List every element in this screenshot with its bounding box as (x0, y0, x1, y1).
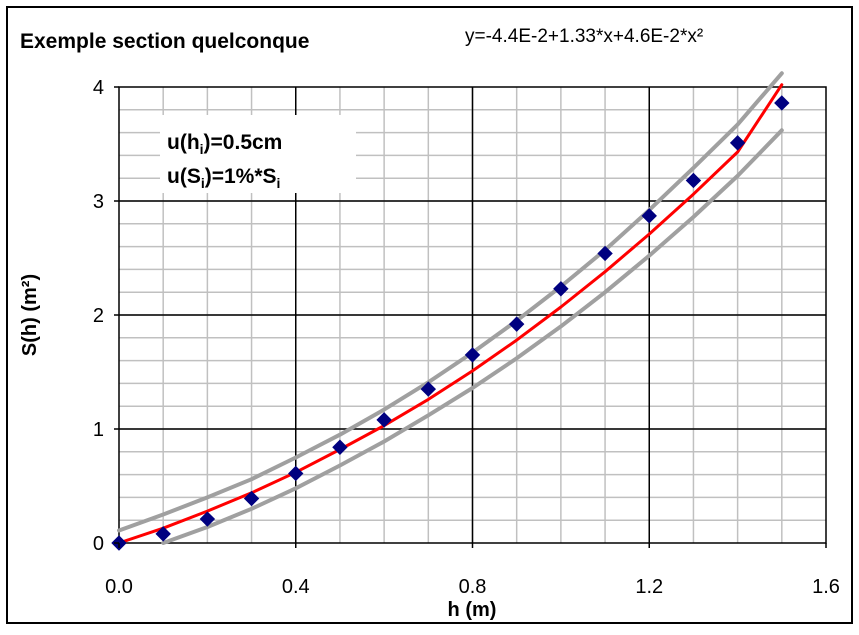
data-point-marker (729, 135, 746, 151)
y-tick-label: 1 (93, 419, 104, 441)
data-point-marker (774, 95, 790, 111)
annotation-u-s-sub2: i (277, 175, 281, 191)
y-axis-title: S(h) (m²) (19, 274, 41, 356)
lower-band-line (161, 128, 784, 545)
x-tick-label: 0.0 (105, 576, 133, 598)
data-point-marker (464, 347, 481, 363)
data-point-marker (199, 511, 216, 527)
data-point-marker (641, 208, 657, 224)
x-tick-label: 0.4 (282, 576, 310, 598)
annotation-u-s: u(Si)=1%*Si (167, 165, 280, 191)
y-tick-label: 2 (93, 305, 104, 327)
data-point-marker (553, 281, 569, 297)
data-point-marker (597, 245, 613, 262)
fit-equation: y=-4.4E-2+1.33*x+4.6E-2*x² (465, 26, 703, 47)
y-tick-label: 0 (93, 533, 104, 555)
x-tick-label: 1.2 (635, 576, 663, 598)
y-tick-label: 3 (93, 191, 104, 213)
tick-labels: 0.0 0.4 0.8 1.2 1.6 0 1 2 3 4 (93, 77, 840, 598)
data-point-marker (685, 172, 702, 189)
y-tick-label: 4 (93, 77, 104, 99)
fit-curve-line (117, 83, 784, 545)
data-point-marker (376, 412, 392, 428)
annotation-u-s-prefix: u(S (167, 165, 201, 188)
data-point-marker (155, 526, 171, 542)
x-tick-label: 0.8 (459, 576, 487, 598)
annotation-u-h-suffix: )=0.5cm (204, 131, 283, 154)
annotation-box (160, 115, 356, 193)
annotation-u-s-suffix: )=1%*S (205, 165, 277, 188)
data-point-marker (288, 465, 304, 482)
chart-title: Exemple section quelconque (20, 30, 309, 53)
x-axis-title: h (m) (448, 599, 497, 621)
annotation-u-s-sub: i (201, 175, 205, 191)
data-point-marker (420, 381, 437, 397)
data-point-marker (508, 316, 525, 332)
data-point-marker (243, 490, 260, 507)
x-tick-label: 1.6 (812, 576, 840, 598)
annotation-u-h: u(hi)=0.5cm (167, 131, 282, 157)
annotation-u-h-sub: i (200, 141, 204, 157)
data-point-marker (332, 439, 348, 455)
annotation-u-h-prefix: u(h (167, 131, 200, 154)
upper-band-line (117, 71, 784, 533)
series-layer (111, 71, 790, 551)
